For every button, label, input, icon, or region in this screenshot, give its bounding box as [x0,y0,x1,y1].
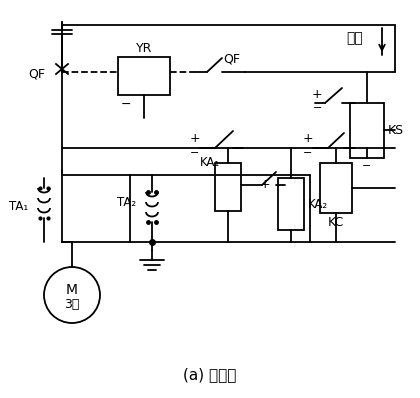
Bar [320,163,352,213]
Text: −: − [121,98,131,111]
Text: TA₂: TA₂ [117,195,136,209]
Text: −: − [190,148,200,158]
Text: YR: YR [136,43,152,55]
Text: M: M [66,283,78,297]
Bar [118,57,170,95]
Text: −: − [303,148,312,158]
Text: 信号: 信号 [346,31,363,45]
Text: KA₂: KA₂ [308,197,328,211]
Bar [215,163,241,211]
Text: TA₁: TA₁ [9,199,28,213]
Text: 3～: 3～ [64,297,80,310]
Bar [350,103,384,158]
Text: +: + [303,131,313,144]
Text: QF: QF [28,68,45,80]
Bar [278,178,304,230]
Text: −: − [312,103,322,113]
Text: +: + [311,88,322,101]
Text: KS: KS [388,123,404,137]
Text: +: + [190,131,200,144]
Text: (a) 两相式: (a) 两相式 [183,367,237,382]
Text: QF: QF [223,53,241,66]
Text: +: + [260,178,270,191]
Text: −: − [362,161,372,171]
Text: KA₁: KA₁ [200,156,220,168]
Text: KC: KC [328,217,344,230]
